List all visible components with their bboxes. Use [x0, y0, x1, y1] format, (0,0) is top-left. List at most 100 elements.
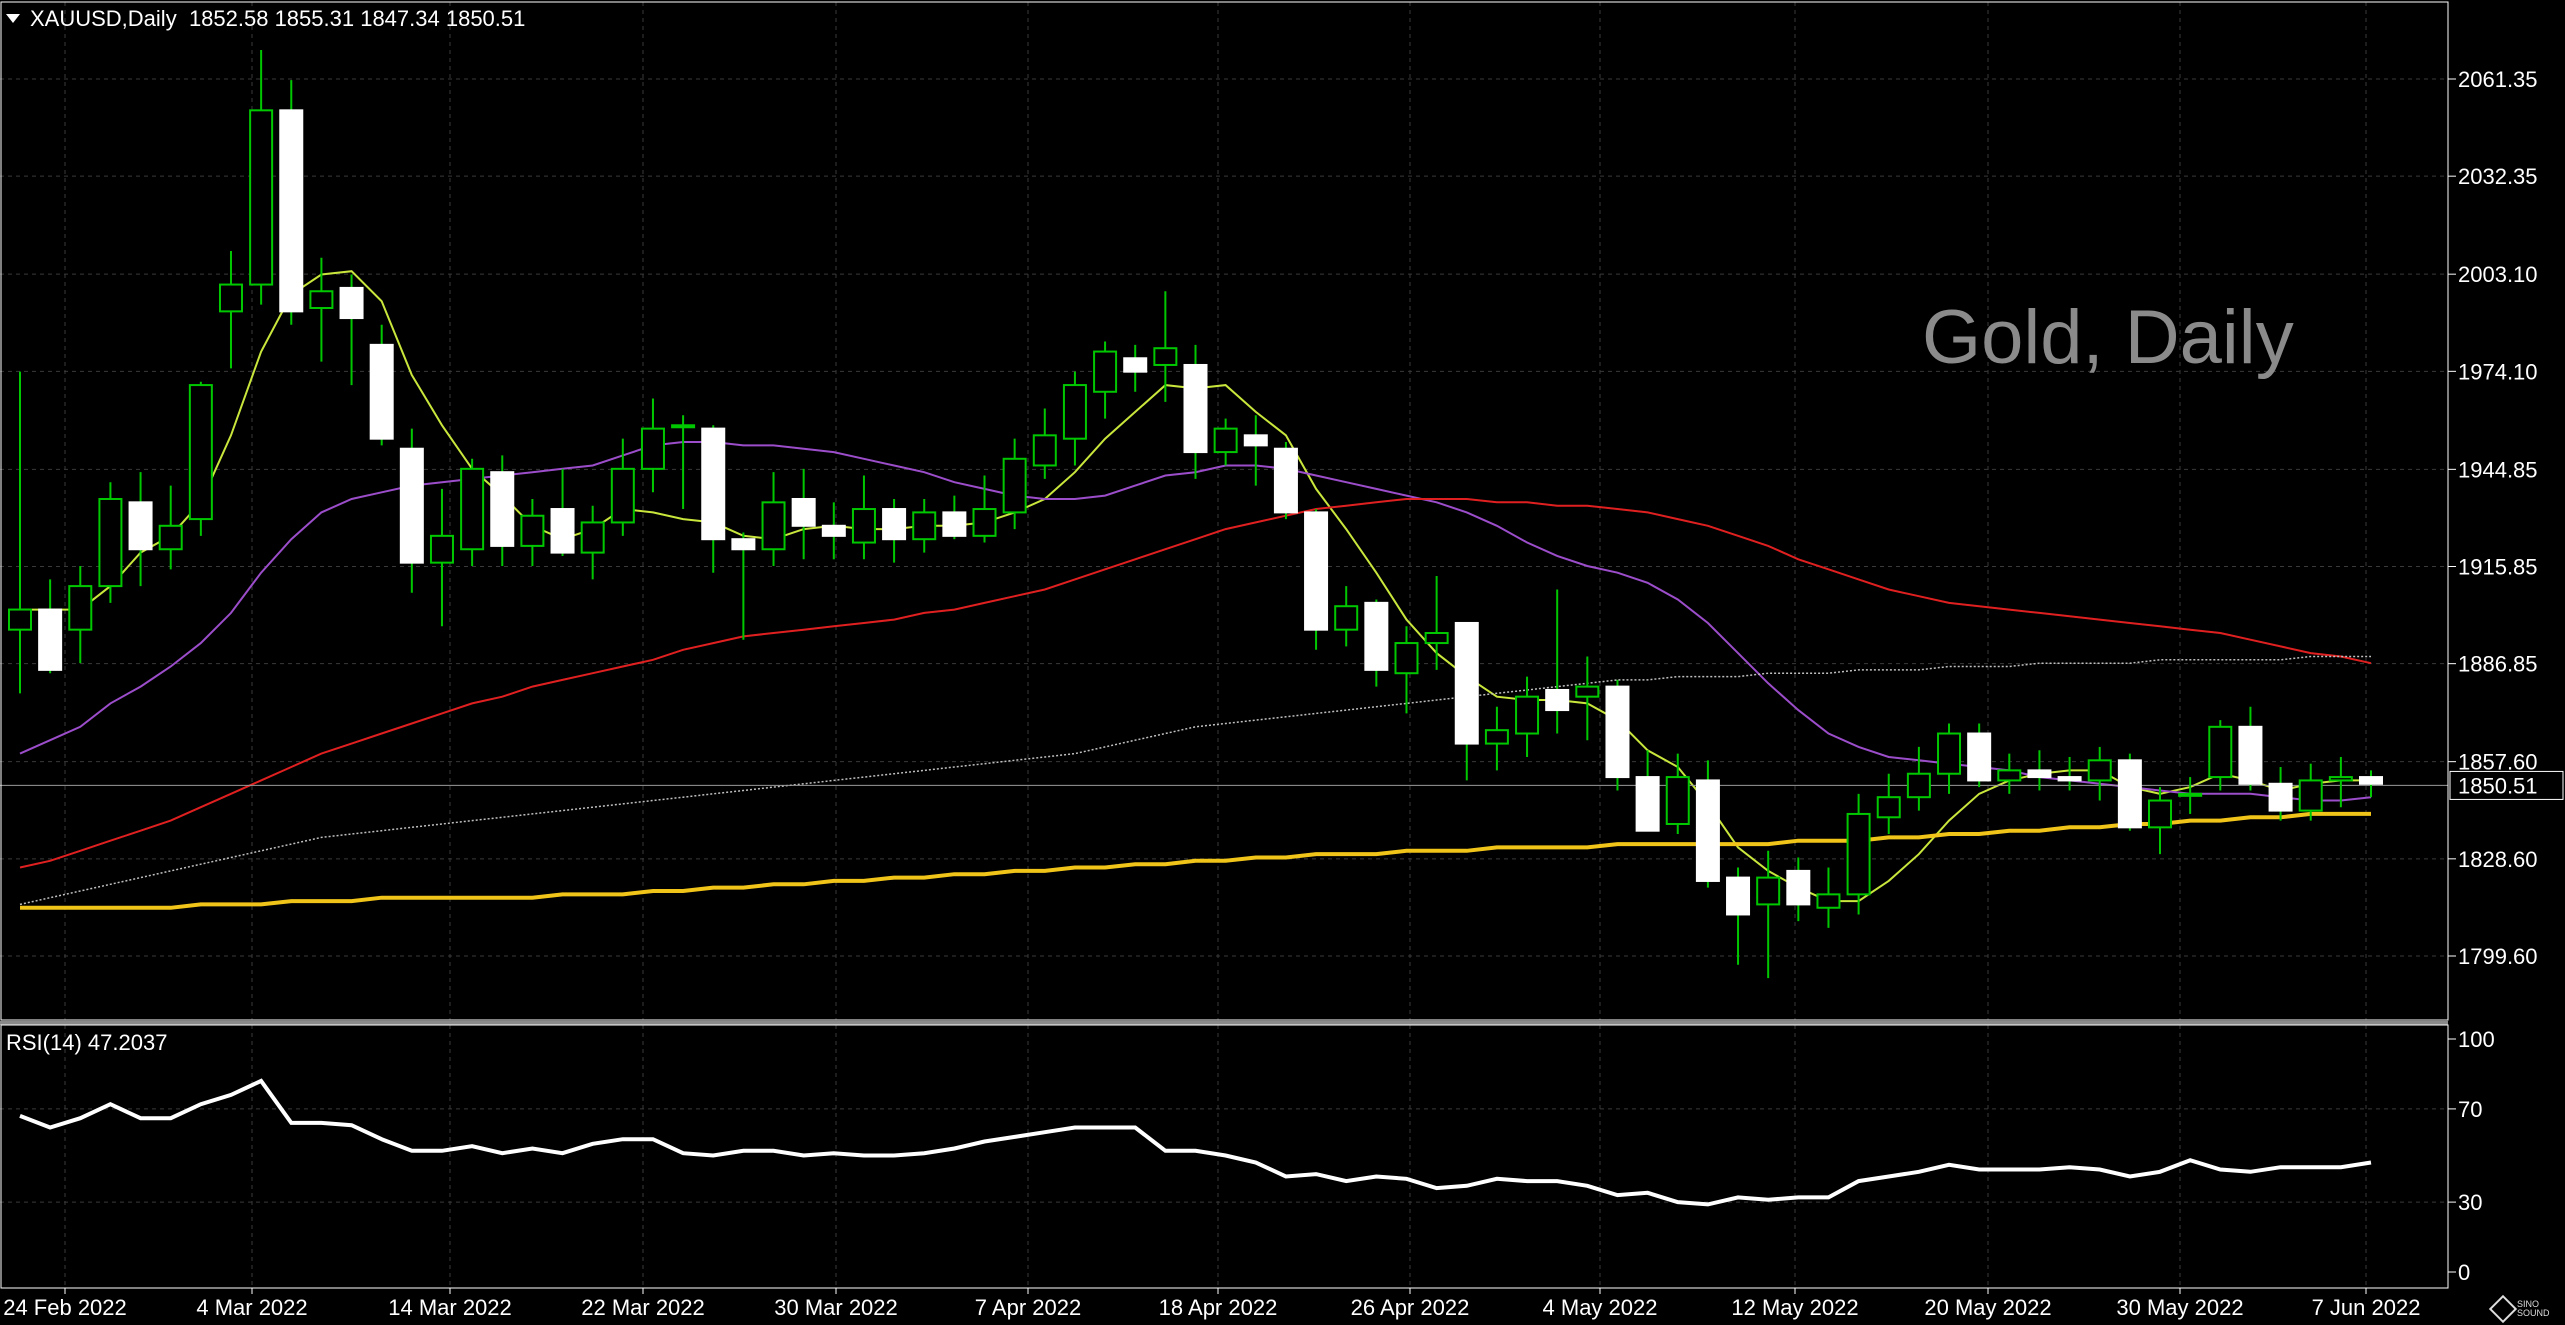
time-tick-label: 7 Jun 2022: [2312, 1295, 2421, 1320]
candle-body-down: [2117, 759, 2142, 829]
price-tick-label: 2003.10: [2458, 262, 2538, 287]
candle: [1062, 371, 1087, 466]
candle: [1846, 793, 1871, 915]
candle: [8, 371, 32, 694]
candle: [1213, 418, 1238, 466]
candle-body-up: [460, 467, 485, 551]
candle-body-down: [2057, 776, 2082, 782]
candle-body-up: [1334, 605, 1359, 631]
candle: [1756, 850, 1781, 979]
candle: [460, 458, 485, 566]
candle: [339, 274, 364, 386]
ohlc-values: 1852.58 1855.31 1847.34 1850.51: [188, 6, 526, 31]
candle-body-up: [1906, 772, 1931, 799]
candle: [1786, 857, 1811, 922]
collapse-triangle-icon[interactable]: [6, 14, 20, 23]
candle: [1093, 341, 1118, 419]
candle: [1273, 442, 1298, 520]
candle-body-down: [1364, 601, 1389, 671]
candles: [8, 50, 2383, 979]
panel-frames: [0, 1, 2449, 1289]
candle: [309, 257, 334, 362]
candle-body-up: [1665, 776, 1690, 825]
time-tick-label: 30 May 2022: [2116, 1295, 2243, 1320]
candle: [821, 502, 846, 560]
candle: [2027, 750, 2052, 791]
candle: [68, 565, 93, 664]
candle: [1605, 679, 1630, 791]
price-tick-label: 1828.60: [2458, 847, 2538, 872]
time-tick-label: 4 Mar 2022: [196, 1295, 307, 1320]
candle-body-up: [972, 508, 997, 537]
candle-body-down: [882, 508, 907, 541]
candle-body-up: [1002, 457, 1027, 514]
candle-body-up: [158, 524, 183, 551]
candle: [2238, 706, 2263, 791]
candle-body-up: [1816, 893, 1841, 909]
candle: [2148, 787, 2173, 855]
candle: [1665, 753, 1690, 835]
ma-200-line: [19, 655, 2371, 906]
candle: [249, 50, 274, 305]
candle-body-down: [1243, 434, 1268, 447]
candle-body-down: [1304, 511, 1329, 631]
candle: [128, 472, 153, 587]
candle: [1997, 753, 2022, 794]
price-tick-label: 1857.60: [2458, 750, 2538, 775]
rsi-level-label: 100: [2458, 1027, 2495, 1052]
candle: [791, 468, 816, 560]
logo-text: SINO SOUND: [2517, 1299, 2550, 1318]
candle: [1484, 706, 1509, 771]
candle: [1635, 750, 1660, 832]
panel-separator[interactable]: [0, 1021, 2448, 1025]
ma-long-line: [19, 498, 2372, 869]
price-tick-label: 1974.10: [2458, 359, 2538, 384]
candle-body-up: [1515, 695, 1540, 735]
candle-body-down: [2238, 725, 2263, 785]
candle: [1032, 408, 1057, 479]
candle: [1726, 867, 1751, 965]
candle-body-up: [2208, 725, 2233, 779]
candle: [1906, 746, 1931, 811]
price-tick-label: 1944.85: [2458, 457, 2538, 482]
time-tick-label: 24 Feb 2022: [3, 1295, 127, 1320]
candle-body-up: [851, 508, 876, 544]
candle-body-up: [1213, 427, 1238, 454]
candle: [580, 505, 605, 580]
candle-body-up: [2298, 779, 2323, 812]
candle-body-down: [1273, 447, 1298, 514]
candle-body-down: [1605, 685, 1630, 779]
candle-body-up: [1424, 632, 1449, 645]
candle: [2298, 763, 2323, 821]
candle: [1334, 586, 1359, 647]
candle-body-down: [2359, 776, 2383, 785]
candle: [38, 579, 63, 674]
price-tick-label: 1799.60: [2458, 944, 2538, 969]
time-tick-label: 7 Apr 2022: [975, 1295, 1081, 1320]
candle: [2117, 753, 2142, 831]
candle: [942, 495, 967, 540]
candle-body-down: [279, 109, 304, 313]
candle-body-up: [1062, 384, 1087, 440]
price-tick-label: 2061.35: [2458, 67, 2538, 92]
candle-body-down: [490, 471, 515, 547]
broker-logo: SINO SOUND: [2488, 1294, 2557, 1324]
candle-body-down: [1695, 779, 1720, 882]
candle: [158, 485, 183, 570]
candle-body-down: [821, 524, 846, 537]
current-price-tag: [2449, 770, 2564, 800]
candle-body-up: [1756, 876, 1781, 906]
candle: [1816, 867, 1841, 928]
rsi-level-label: 30: [2458, 1190, 2482, 1215]
candle-body-up: [1876, 796, 1901, 819]
candle: [2328, 756, 2353, 808]
candle-body-down: [942, 511, 967, 537]
candle-body-up: [2087, 759, 2112, 782]
candle-body-up: [640, 427, 665, 470]
time-tick-label: 30 Mar 2022: [774, 1295, 898, 1320]
candle: [1695, 760, 1720, 888]
price-tick-label: 1915.85: [2458, 555, 2538, 580]
candle-body-up: [761, 501, 786, 551]
candle-body-up: [912, 511, 937, 541]
